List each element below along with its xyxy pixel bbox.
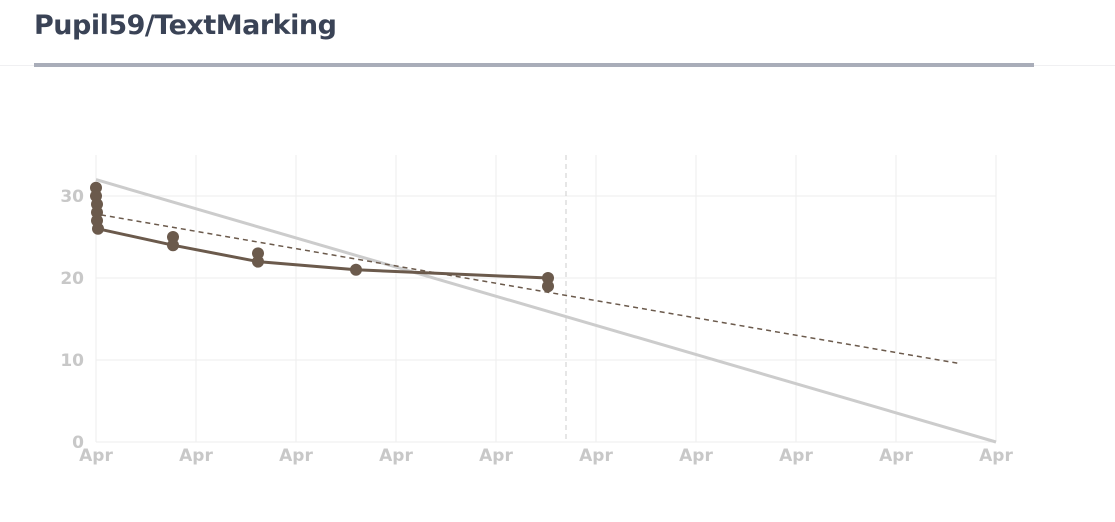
actual-point-3 [91, 206, 103, 219]
grid [95, 155, 997, 443]
x-tick-label-6: Apr [679, 446, 713, 466]
actual-point-6 [167, 231, 179, 243]
actual-point-2 [91, 198, 103, 211]
actual-point-12 [542, 280, 554, 293]
x-tick-label-4: Apr [479, 446, 513, 466]
x-tick-label-2: Apr [279, 446, 313, 466]
page-title: Pupil59/TextMarking [34, 10, 337, 41]
actual-point-10 [350, 263, 362, 276]
x-tick-label-8: Apr [879, 446, 913, 466]
actual-point-5 [92, 222, 104, 235]
y-tick-label-2: 20 [60, 269, 84, 289]
x-tick-label-3: Apr [379, 446, 413, 466]
x-tick-label-1: Apr [179, 446, 213, 466]
title-underline [34, 63, 1034, 67]
actual-point-7 [167, 239, 179, 252]
y-tick-label-0: 0 [72, 433, 84, 453]
x-tick-label-7: Apr [779, 446, 813, 466]
series-layer [90, 178, 997, 444]
ideal-line [95, 178, 997, 444]
x-tick-label-9: Apr [979, 446, 1013, 466]
trend-line [100, 214, 959, 365]
y-tick-label-3: 30 [60, 187, 84, 207]
actual-point-0 [90, 181, 102, 194]
x-tick-label-0: Apr [79, 446, 113, 466]
tick-labels: 0 10 20 30 Apr Apr Apr Apr Apr Apr Apr Apr Apr Apr [60, 187, 1013, 466]
y-tick-label-1: 10 [60, 351, 84, 371]
x-tick-label-5: Apr [579, 446, 613, 466]
actual-point-11 [542, 272, 554, 284]
actual-point-8 [252, 247, 264, 260]
actual-point-9 [252, 255, 264, 268]
